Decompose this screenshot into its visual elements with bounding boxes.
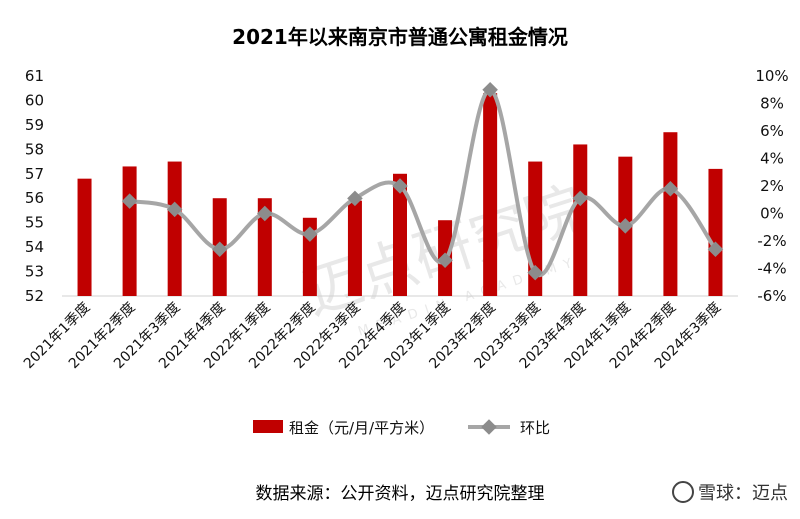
right-tick-label: 4% — [760, 150, 784, 168]
left-tick-label: 55 — [25, 214, 44, 232]
line-marker — [121, 193, 138, 209]
left-tick-label: 54 — [25, 238, 44, 256]
legend-swatch-bar — [253, 420, 283, 433]
source-note: 数据来源：公开资料，迈点研究院整理 — [255, 484, 545, 504]
brand: 雪球：迈点 — [672, 479, 788, 505]
right-tick-label: 10% — [755, 67, 788, 85]
right-axis: -6% -4% -2% 0% 2% 4% 6% 8% 10% — [755, 67, 788, 305]
bar — [77, 178, 92, 296]
line-marker — [392, 178, 408, 194]
line-series — [129, 87, 718, 278]
line-marker — [166, 201, 183, 218]
brand-label: 雪球：迈点 — [698, 483, 788, 504]
legend-marker-line — [481, 419, 497, 435]
bar — [663, 132, 678, 296]
bar — [573, 144, 588, 296]
line-marker — [211, 241, 228, 258]
bar — [257, 198, 272, 296]
bar — [347, 200, 362, 296]
bar — [708, 168, 723, 296]
legend-label-bar: 租金（元/月/平方米） — [289, 419, 434, 437]
left-tick-label: 56 — [25, 189, 44, 207]
line-marker — [257, 205, 273, 222]
legend-label-line: 环比 — [520, 419, 550, 437]
left-tick-label: 57 — [25, 165, 44, 183]
xueqiu-logo-icon — [672, 481, 694, 503]
line-markers — [121, 81, 724, 281]
bar — [483, 93, 498, 296]
left-tick-label: 58 — [25, 140, 44, 158]
line-marker — [302, 226, 318, 242]
chart-title: 2021年以来南京市普通公寓租金情况 — [232, 25, 568, 49]
right-tick-label: -6% — [757, 287, 786, 305]
left-tick-label: 61 — [25, 67, 44, 85]
bar-series — [77, 93, 723, 296]
line-marker — [617, 218, 634, 234]
line-marker — [662, 180, 679, 197]
left-axis: 52 53 54 55 56 57 58 59 60 61 — [25, 67, 44, 305]
left-tick-label: 60 — [25, 91, 44, 109]
line-marker — [347, 190, 363, 207]
line-marker — [572, 190, 589, 207]
left-tick-label: 52 — [25, 287, 44, 305]
right-tick-label: 2% — [760, 177, 784, 195]
left-tick-label: 59 — [25, 116, 44, 134]
line-marker — [707, 241, 724, 258]
right-tick-label: 8% — [760, 95, 784, 113]
right-tick-label: -2% — [757, 232, 786, 250]
right-tick-label: 6% — [760, 122, 784, 140]
legend: 租金（元/月/平方米） 环比 — [253, 419, 550, 437]
left-tick-label: 53 — [25, 263, 44, 281]
bar — [167, 161, 182, 296]
right-tick-label: -4% — [757, 260, 786, 278]
bar — [122, 166, 137, 296]
bar — [393, 173, 407, 296]
category-labels: 2021年1季度2021年2季度2021年3季度2021年4季度2022年1季度… — [21, 300, 724, 373]
right-tick-label: 0% — [760, 205, 784, 223]
